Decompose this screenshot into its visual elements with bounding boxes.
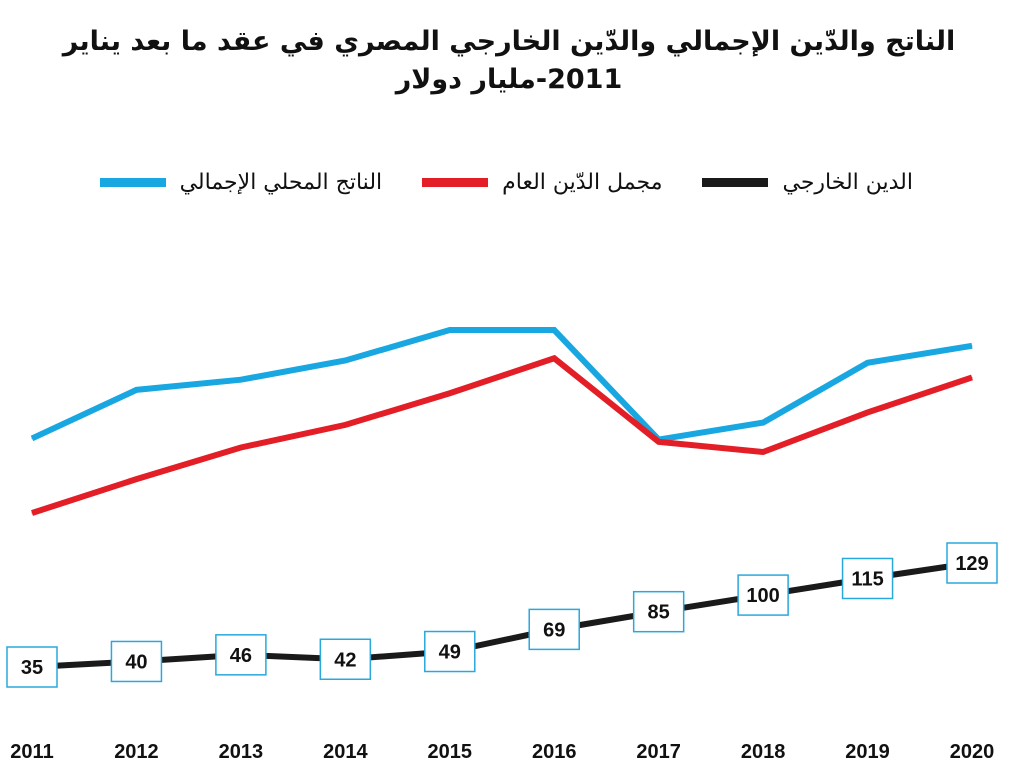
- line-public-debt: [31, 354, 973, 516]
- data-label-box: [841, 557, 894, 600]
- data-label-2014: 42: [319, 638, 372, 681]
- data-label-2013: 46: [215, 634, 267, 676]
- point-public-debt-2020: [971, 376, 973, 378]
- data-label-box: [946, 542, 998, 584]
- legend-item-public-debt: مجمل الدّين العام: [422, 170, 662, 195]
- data-label-text: 35: [21, 657, 43, 679]
- legend-item-external-debt: الدين الخارجي: [702, 170, 913, 195]
- point-public-debt-2016: [553, 357, 555, 359]
- x-tick-label: 2016: [532, 741, 577, 763]
- point-gdp-2014: [344, 360, 346, 361]
- series-external-debt: [31, 560, 973, 670]
- data-label-text: 129: [955, 553, 988, 575]
- line-external-debt: [31, 560, 973, 670]
- data-label-box: [319, 638, 372, 681]
- data-label-box: [528, 608, 580, 651]
- series-public-debt: [31, 354, 973, 516]
- point-gdp-2016: [553, 329, 555, 331]
- x-tick-label: 2015: [428, 741, 473, 763]
- point-public-debt-2014: [344, 424, 346, 426]
- data-label-text: 40: [125, 651, 147, 673]
- data-label-box: [632, 590, 685, 633]
- legend-item-gdp: الناتج المحلي الإجمالي: [99, 170, 383, 195]
- x-tick-label: 2018: [741, 741, 786, 763]
- x-tick-label: 2017: [636, 741, 681, 763]
- legend-label-gdp: الناتج المحلي الإجمالي: [179, 170, 383, 195]
- legend-label-external-debt: الدين الخارجي: [782, 170, 913, 195]
- data-label-box: [110, 640, 163, 683]
- legend: الدين الخارجي مجمل الدّين العام الناتج ا…: [60, 170, 913, 195]
- data-label-2018: 100: [737, 574, 789, 616]
- point-gdp-2015: [449, 329, 451, 331]
- point-gdp-2011: [31, 437, 33, 439]
- data-label-2011: 35: [6, 646, 58, 688]
- legend-label-public-debt: مجمل الدّين العام: [502, 170, 663, 195]
- data-label-box: [737, 574, 789, 616]
- data-label-text: 100: [746, 585, 779, 607]
- x-tick-label: 2014: [323, 741, 368, 763]
- point-public-debt-2015: [449, 392, 451, 394]
- data-label-2012: 40: [110, 640, 163, 683]
- point-gdp-2013: [240, 379, 242, 381]
- data-label-box: [215, 634, 267, 676]
- data-label-2017: 85: [632, 590, 685, 633]
- data-label-text: 69: [543, 619, 565, 641]
- point-public-debt-2018: [762, 451, 764, 453]
- data-label-2015: 49: [424, 630, 476, 673]
- data-label-2019: 115: [841, 557, 894, 600]
- legend-swatch-public-debt: [422, 178, 489, 187]
- data-label-text: 115: [851, 568, 883, 590]
- data-label-box: [424, 630, 476, 673]
- point-gdp-2012: [135, 389, 137, 391]
- data-label-2016: 69: [528, 608, 580, 651]
- point-gdp-2019: [867, 362, 869, 364]
- x-axis: 2011 2012 2013 2014 2015 2016 2017 2018 2019 2020: [10, 741, 994, 763]
- point-gdp-2020: [971, 345, 973, 347]
- point-public-debt-2011: [31, 512, 33, 514]
- data-label-text: 42: [334, 649, 356, 671]
- point-public-debt-2012: [135, 478, 137, 480]
- line-gdp: [30, 327, 973, 443]
- legend-swatch-external-debt: [702, 178, 769, 187]
- data-label-text: 85: [648, 602, 670, 624]
- legend-swatch-gdp: [99, 178, 166, 187]
- chart-title-line1: الناتج والدّين الإجمالي والدّين الخارجي …: [62, 26, 956, 57]
- x-tick-label: 2013: [219, 741, 264, 763]
- x-tick-label: 2020: [950, 741, 995, 763]
- chart-title-line2: 2011-مليار دولار: [395, 64, 623, 95]
- point-gdp-2018: [762, 422, 764, 424]
- x-tick-label: 2019: [845, 741, 890, 763]
- x-tick-label: 2012: [114, 741, 159, 763]
- point-public-debt-2019: [867, 411, 869, 413]
- x-tick-label: 2011: [10, 741, 53, 763]
- data-label-text: 46: [230, 645, 252, 667]
- data-label-2020: 129: [946, 542, 998, 584]
- data-label-text: 49: [439, 642, 461, 664]
- point-public-debt-2013: [240, 446, 242, 448]
- point-public-debt-2017: [658, 441, 660, 443]
- data-label-box: [6, 646, 58, 688]
